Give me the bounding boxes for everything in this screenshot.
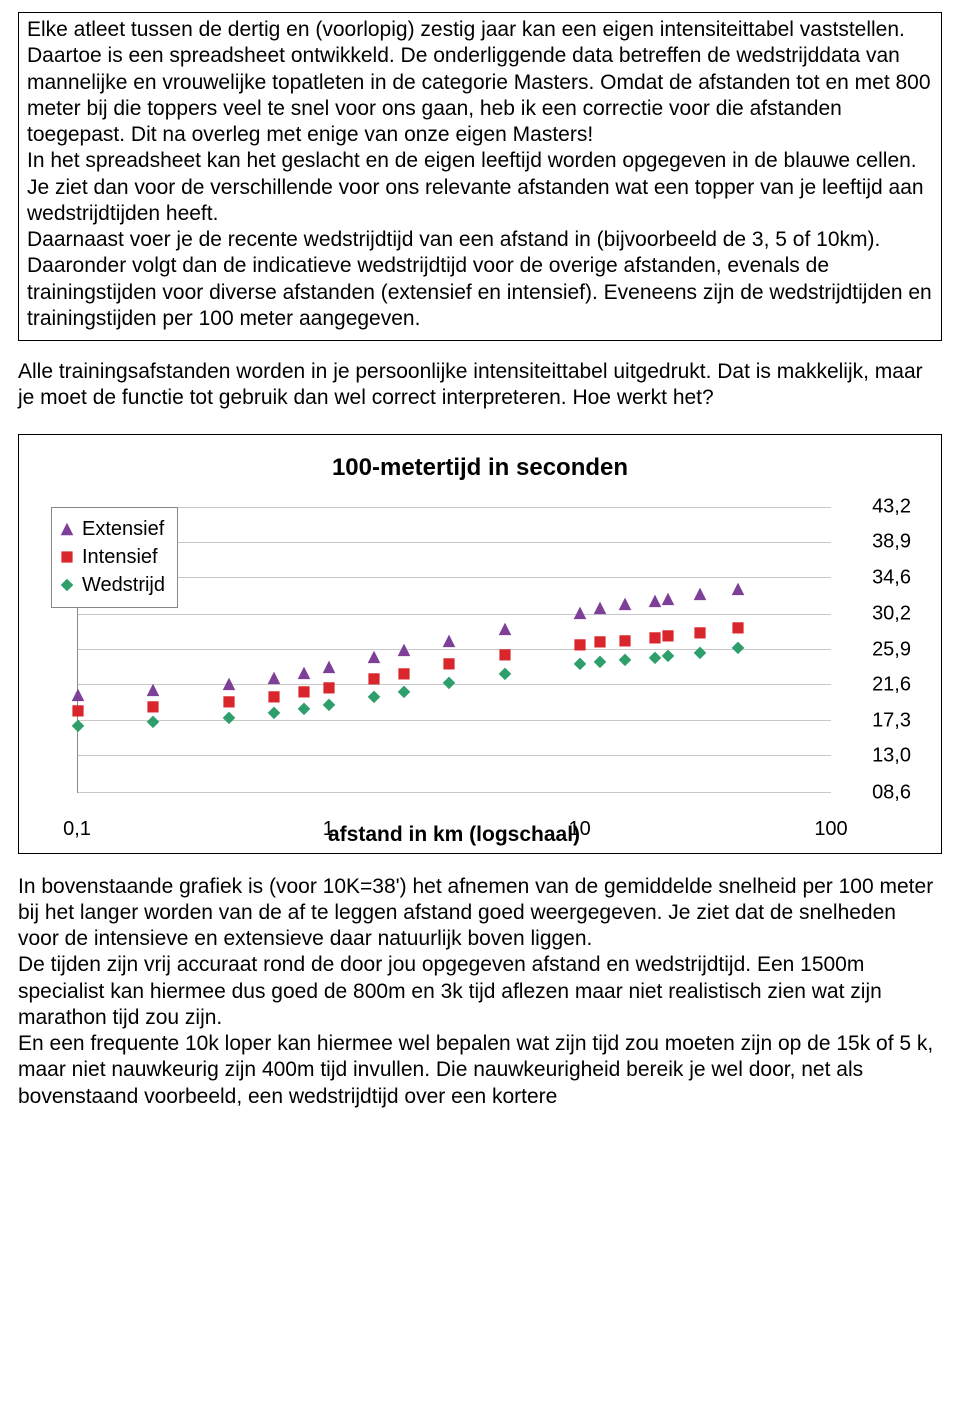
data-point-extensief — [573, 600, 587, 626]
gridline — [78, 577, 831, 578]
data-point-wedstrijd — [731, 636, 745, 662]
x-axis-title: afstand in km (logschaal) — [77, 822, 831, 848]
data-point-wedstrijd — [661, 644, 675, 670]
data-point-extensief — [661, 586, 675, 612]
y-tick-label: 25,9 — [872, 637, 911, 662]
y-tick-label: 13,0 — [872, 744, 911, 769]
y-tick-label: 08,6 — [872, 780, 911, 805]
boxed-intro: Elke atleet tussen de dertig en (voorlop… — [18, 12, 942, 341]
chart-container: 100-metertijd in seconden 43,2 38,9 34,6 30… — [18, 434, 942, 854]
y-tick-label: 34,6 — [872, 565, 911, 590]
data-point-wedstrijd — [618, 648, 632, 674]
data-point-wedstrijd — [222, 706, 236, 732]
legend-item-extensief: Extensief — [60, 517, 165, 542]
gridline — [78, 755, 831, 756]
y-tick-label: 21,6 — [872, 673, 911, 698]
data-point-extensief — [731, 577, 745, 603]
legend-label: Extensief — [82, 517, 164, 542]
data-point-extensief — [593, 596, 607, 622]
gridline — [78, 792, 831, 793]
data-point-wedstrijd — [498, 662, 512, 688]
mid-paragraph: Alle trainingsafstanden worden in je per… — [18, 359, 942, 412]
data-point-wedstrijd — [322, 693, 336, 719]
chart-body: 43,238,934,630,225,921,617,313,008,6 0,1… — [33, 503, 927, 843]
gridline — [78, 614, 831, 615]
triangle-icon — [60, 522, 74, 536]
data-point-wedstrijd — [267, 701, 281, 727]
data-point-wedstrijd — [146, 710, 160, 736]
legend-item-wedstrijd: Wedstrijd — [60, 573, 165, 598]
y-tick-label: 38,9 — [872, 530, 911, 555]
data-point-extensief — [498, 617, 512, 643]
y-tick-label: 17,3 — [872, 708, 911, 733]
data-point-wedstrijd — [693, 641, 707, 667]
legend-label: Intensief — [82, 545, 158, 570]
data-point-wedstrijd — [297, 697, 311, 723]
legend-label: Wedstrijd — [82, 573, 165, 598]
square-icon — [60, 550, 74, 564]
boxed-intro-text: Elke atleet tussen de dertig en (voorlop… — [27, 17, 933, 332]
gridline — [78, 542, 831, 543]
chart-title: 100-metertijd in seconden — [33, 453, 927, 483]
data-point-extensief — [693, 582, 707, 608]
y-tick-label: 43,2 — [872, 494, 911, 519]
plot-area — [77, 507, 831, 793]
diamond-icon — [60, 578, 74, 592]
legend-item-intensief: Intensief — [60, 545, 165, 570]
gridline — [78, 720, 831, 721]
after-paragraph: In bovenstaande grafiek is (voor 10K=38'… — [18, 874, 942, 1110]
data-point-wedstrijd — [71, 714, 85, 740]
data-point-wedstrijd — [442, 670, 456, 696]
data-point-wedstrijd — [367, 685, 381, 711]
data-point-extensief — [442, 628, 456, 654]
data-point-wedstrijd — [397, 680, 411, 706]
legend: Extensief Intensief Wedstrijd — [51, 507, 178, 608]
gridline — [78, 507, 831, 508]
data-point-extensief — [618, 592, 632, 618]
data-point-wedstrijd — [573, 652, 587, 678]
data-point-wedstrijd — [593, 650, 607, 676]
y-tick-label: 30,2 — [872, 601, 911, 626]
